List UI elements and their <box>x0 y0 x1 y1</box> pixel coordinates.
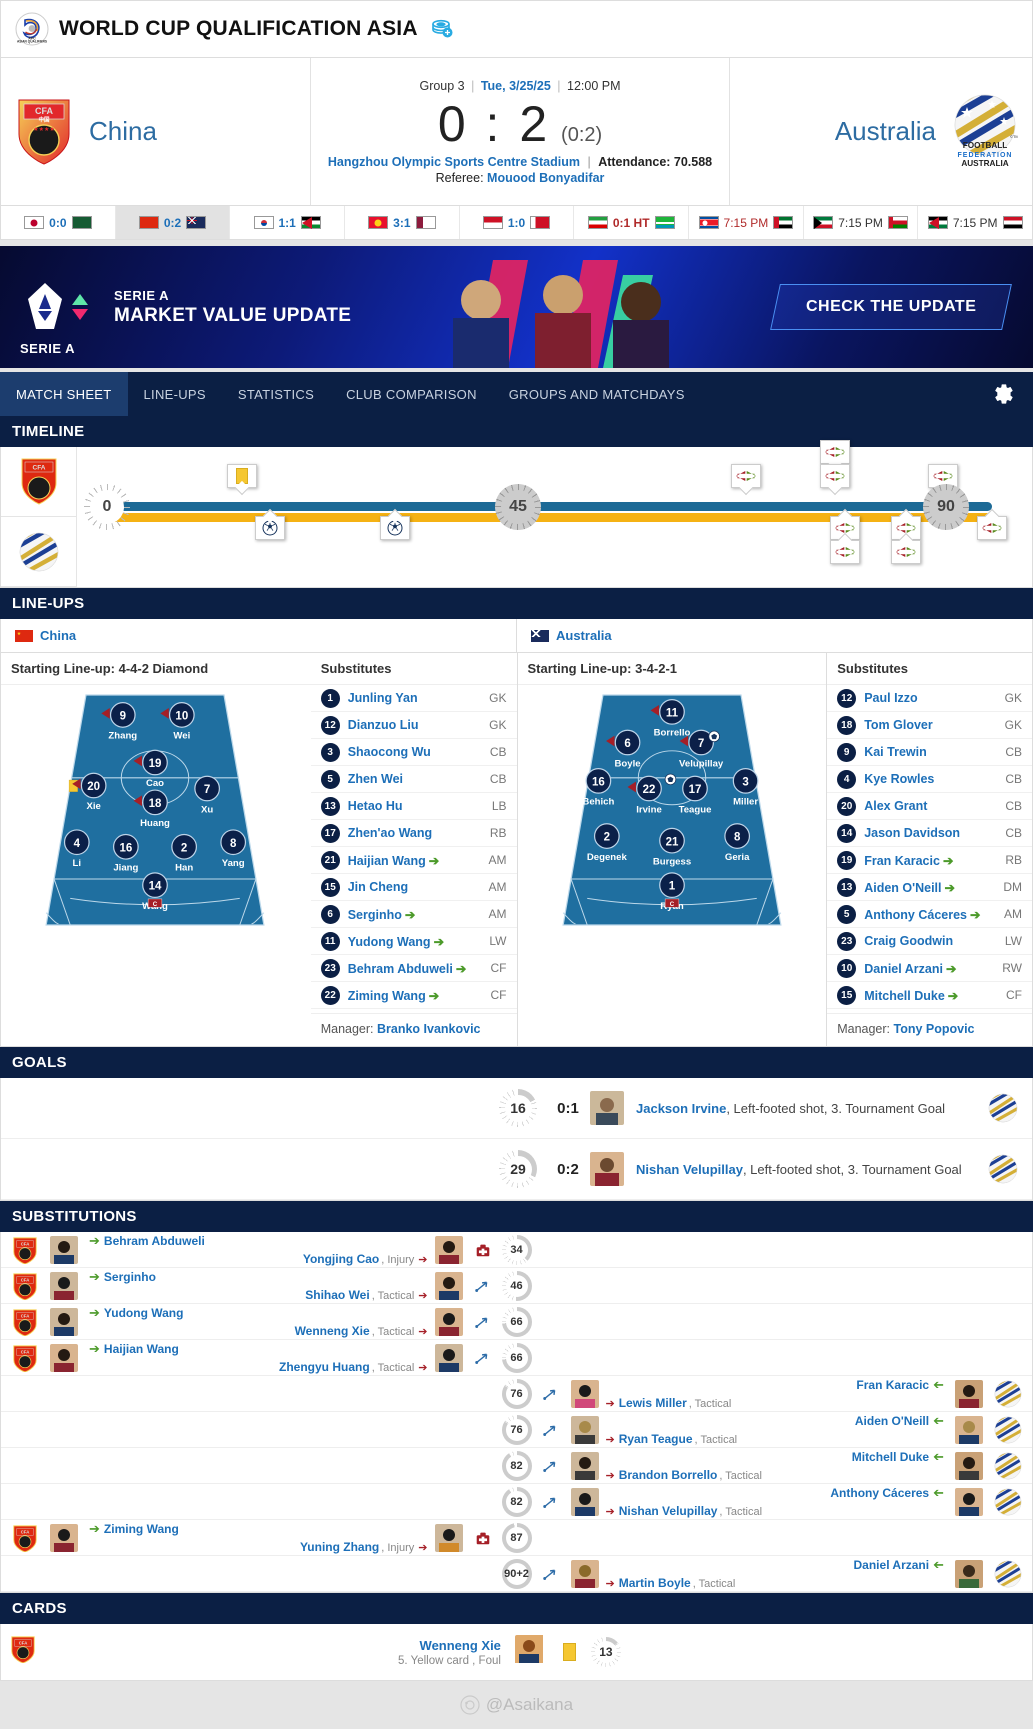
svg-text:FOOTBALL: FOOTBALL <box>963 141 1008 150</box>
svg-text:Zhang: Zhang <box>108 731 137 742</box>
svg-text:10: 10 <box>175 711 188 723</box>
svg-text:Jiang: Jiang <box>113 863 138 874</box>
svg-text:20: 20 <box>87 781 100 793</box>
svg-text:CFA: CFA <box>32 464 45 471</box>
svg-text:Velupillay: Velupillay <box>679 758 724 769</box>
svg-text:FEDERATION: FEDERATION <box>958 152 1013 159</box>
svg-text:18: 18 <box>149 798 162 810</box>
svg-text:2: 2 <box>603 832 609 844</box>
svg-text:Xie: Xie <box>86 801 100 812</box>
svg-text:CFA: CFA <box>35 106 54 116</box>
svg-text:Geria: Geria <box>724 852 749 863</box>
svg-text:2: 2 <box>181 842 187 854</box>
svg-text:©TM: ©TM <box>1010 134 1018 139</box>
svg-text:Burgess: Burgess <box>652 856 690 867</box>
svg-text:Teague: Teague <box>678 804 711 815</box>
svg-text:Wei: Wei <box>173 731 190 742</box>
svg-text:1: 1 <box>668 881 675 893</box>
svg-text:16: 16 <box>592 776 605 788</box>
svg-text:CFA: CFA <box>21 1529 30 1534</box>
svg-text:ASIAN QUALIFIERS: ASIAN QUALIFIERS <box>17 40 47 44</box>
svg-text:C: C <box>153 901 158 908</box>
svg-text:CFA: CFA <box>21 1313 30 1318</box>
svg-text:Xu: Xu <box>201 804 213 815</box>
svg-text:6: 6 <box>624 738 630 750</box>
svg-text:AUSTRALIA: AUSTRALIA <box>961 159 1008 168</box>
svg-text:8: 8 <box>733 832 740 844</box>
svg-text:8: 8 <box>230 838 237 850</box>
svg-text:19: 19 <box>149 758 162 770</box>
svg-text:4: 4 <box>74 838 81 850</box>
svg-text:Han: Han <box>175 863 193 874</box>
svg-text:21: 21 <box>665 836 678 848</box>
svg-text:17: 17 <box>688 784 701 796</box>
svg-text:Huang: Huang <box>140 818 170 829</box>
svg-text:Irvine: Irvine <box>636 804 662 815</box>
svg-text:CFA: CFA <box>19 1641 28 1646</box>
svg-text:Borrello: Borrello <box>653 728 690 739</box>
svg-text:Cao: Cao <box>146 778 164 789</box>
svg-text:★★★★: ★★★★ <box>33 126 55 133</box>
svg-text:3: 3 <box>742 776 748 788</box>
svg-text:Yang: Yang <box>222 858 245 869</box>
svg-text:C: C <box>669 901 674 908</box>
svg-text:14: 14 <box>149 881 162 893</box>
svg-text:中国: 中国 <box>38 115 50 123</box>
svg-text:Degenek: Degenek <box>586 852 627 863</box>
svg-text:9: 9 <box>120 711 126 723</box>
svg-text:11: 11 <box>665 707 678 719</box>
svg-text:7: 7 <box>697 738 703 750</box>
svg-text:Behich: Behich <box>582 797 614 808</box>
svg-text:CFA: CFA <box>21 1349 30 1354</box>
svg-text:CFA: CFA <box>21 1277 30 1282</box>
svg-text:Miller: Miller <box>733 797 758 808</box>
svg-text:22: 22 <box>642 784 655 796</box>
svg-text:CFA: CFA <box>21 1241 30 1246</box>
svg-text:16: 16 <box>119 842 132 854</box>
svg-text:Li: Li <box>73 858 82 869</box>
svg-text:7: 7 <box>204 784 210 796</box>
svg-text:Boyle: Boyle <box>614 758 640 769</box>
